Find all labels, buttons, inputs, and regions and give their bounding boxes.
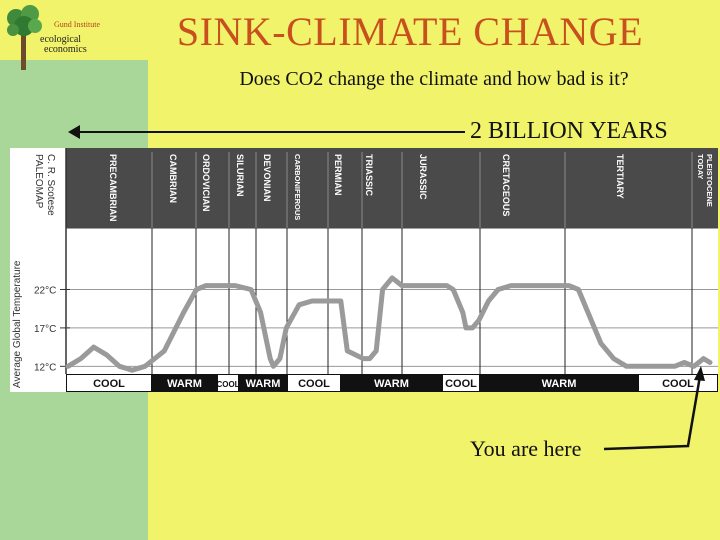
climate-state-label: COOL <box>216 380 239 389</box>
climate-state-segment <box>153 375 216 391</box>
climate-state-segment <box>67 375 151 391</box>
y-tick-label: 22°C <box>34 285 56 296</box>
timescale-arrow-line <box>70 131 465 133</box>
period-label: DEVONIAN <box>262 154 272 202</box>
climate-state-segments: COOL WARM COOL WARM COOL WARM COOL WARM COOL <box>67 375 717 391</box>
climate-state-label: WARM <box>374 378 409 390</box>
climate-state-label: COOL <box>93 378 125 390</box>
climate-state-segment <box>288 375 340 391</box>
period-label: PRECAMBRIAN <box>108 154 118 222</box>
period-label: ORDOVICIAN <box>201 154 211 212</box>
slide-title: SINK-CLIMATE CHANGE <box>176 9 644 54</box>
period-label: CRETACEOUS <box>501 154 511 216</box>
climate-state-label: WARM <box>167 378 202 390</box>
climate-state-segment <box>443 375 479 391</box>
climate-state-label: COOL <box>445 378 477 390</box>
climate-state-label: WARM <box>246 378 281 390</box>
period-labels: PRECAMBRIAN CAMBRIAN ORDOVICIAN SILURIAN DEV… <box>108 154 714 222</box>
period-label: TRIASSIC <box>364 154 374 197</box>
period-dividers <box>151 152 693 374</box>
period-label: SILURIAN <box>235 154 245 197</box>
temperature-chart: PRECAMBRIAN CAMBRIAN ORDOVICIAN SILURIAN DEV… <box>10 148 718 392</box>
period-label: PERMIAN <box>333 154 343 196</box>
logo-economics-text: economics <box>44 44 87 55</box>
slide-subtitle: Does CO2 change the climate and how bad … <box>239 68 629 90</box>
you-are-here-label: You are here <box>470 436 582 461</box>
period-label: CAMBRIAN <box>168 154 178 203</box>
gund-institute-logo: Gund Institute ecological economics <box>4 4 100 70</box>
climate-state-label: WARM <box>542 378 577 390</box>
logo-ecological-text: ecological <box>40 34 82 45</box>
logo-institute-text: Gund Institute <box>54 20 100 29</box>
temperature-line <box>65 275 713 373</box>
period-label: JURASSIC <box>418 154 428 200</box>
y-tick-label: 12°C <box>34 362 56 373</box>
climate-state-label: COOL <box>298 378 330 390</box>
climate-state-segment <box>240 375 286 391</box>
credit-line: C. R. Scotese <box>45 154 56 216</box>
period-label: TERTIARY <box>615 154 625 199</box>
climate-state-segment <box>342 375 441 391</box>
climate-state-segment <box>481 375 637 391</box>
y-tick-labels: 22°C 17°C 12°C Average Global Temperature <box>12 260 70 388</box>
period-label: CARBONIFEROUS <box>293 154 302 220</box>
credit-line: PALEOMAP <box>33 154 44 209</box>
period-label: TODAY <box>696 154 705 179</box>
period-label: PLEISTOCENE <box>705 154 714 207</box>
y-axis-label: Average Global Temperature <box>12 260 23 388</box>
climate-state-label: COOL <box>662 378 694 390</box>
tree-icon <box>7 5 42 70</box>
top-color-band <box>0 0 720 60</box>
climate-state-segment <box>218 375 238 391</box>
chart-header-band <box>66 148 718 228</box>
timescale-label: 2 BILLION YEARS <box>470 118 668 144</box>
y-tick-label: 17°C <box>34 324 56 335</box>
temperature-chart-svg: PRECAMBRIAN CAMBRIAN ORDOVICIAN SILURIAN DEV… <box>12 148 718 392</box>
